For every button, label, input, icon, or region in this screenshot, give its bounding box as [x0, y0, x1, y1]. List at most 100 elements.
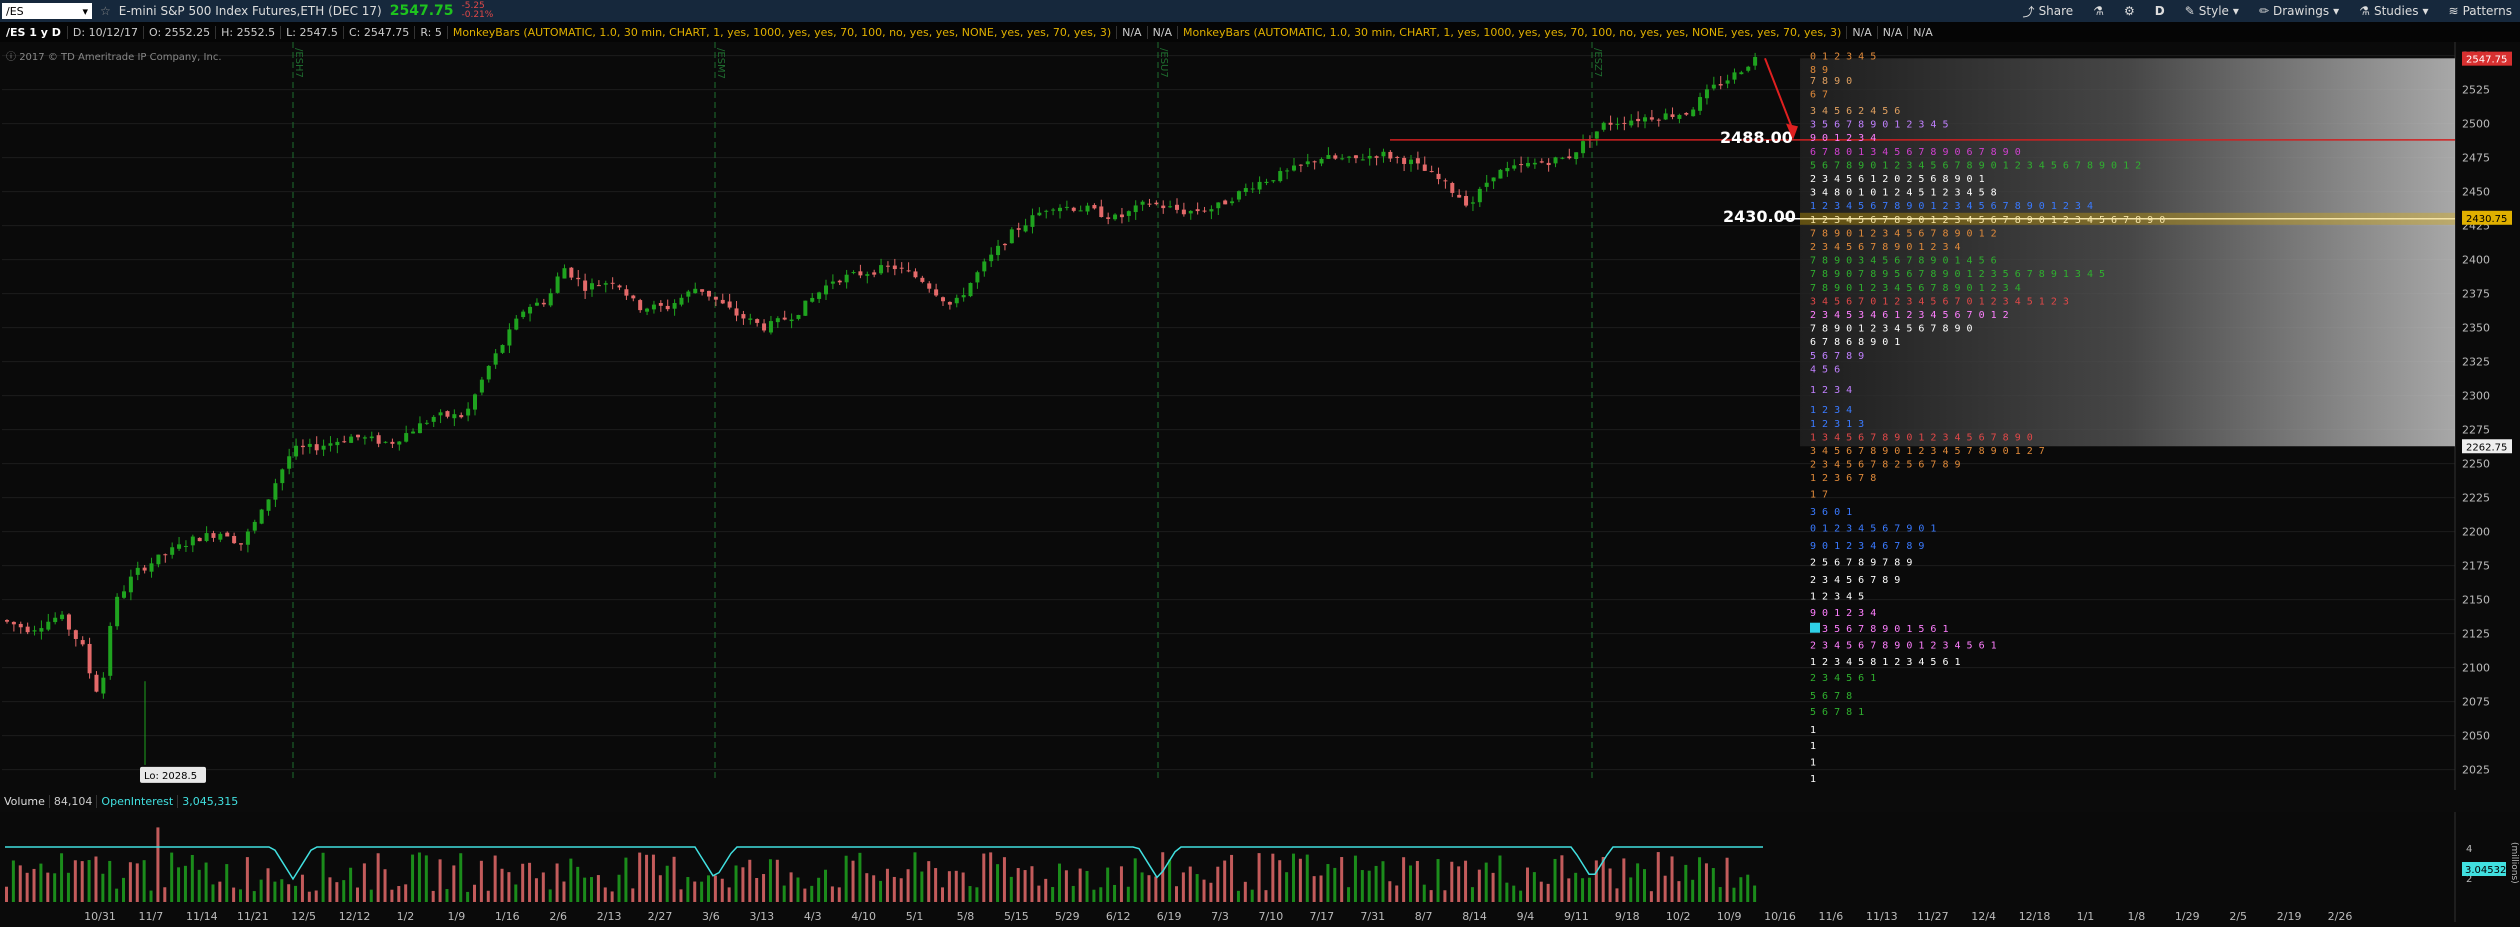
- volume-bar: [603, 887, 607, 902]
- candle-body: [1161, 205, 1166, 209]
- volume-bar: [672, 856, 676, 902]
- patterns-button[interactable]: ≋ Patterns: [2449, 4, 2513, 18]
- style-button[interactable]: ✎ Style ▾: [2185, 4, 2239, 18]
- candle-body: [1051, 209, 1056, 211]
- tpo-row: 2 3 4 5 6 7 8 9 0 1 2 3 4 5 6 1: [1810, 640, 1997, 651]
- candle-body: [810, 297, 815, 302]
- candle-body: [177, 544, 182, 549]
- tpo-row: 0 1 2 3 4 5: [1810, 52, 1876, 63]
- tpo-row: 3 6 0 1: [1810, 507, 1852, 518]
- candle-body: [349, 436, 354, 443]
- candle-body: [94, 674, 99, 692]
- volume-bar: [101, 873, 105, 902]
- volume-bar: [438, 859, 442, 902]
- symbol-selector[interactable]: /ES ▾: [2, 3, 92, 19]
- candle-body: [1236, 191, 1241, 200]
- volume-bar: [989, 852, 993, 902]
- volume-bar: [1656, 852, 1660, 902]
- volume-bar: [720, 878, 724, 902]
- candle-body: [163, 554, 168, 556]
- drawings-button[interactable]: ✏ Drawings ▾: [2259, 4, 2339, 18]
- volume-bar: [1622, 858, 1626, 902]
- x-tick-label: 5/15: [1004, 910, 1029, 923]
- volume-bar: [25, 872, 29, 902]
- candle-body: [1388, 151, 1393, 159]
- x-tick-label: 2/19: [2277, 910, 2302, 923]
- volume-bar: [197, 869, 201, 902]
- volume-bar: [1594, 860, 1598, 902]
- studies-button[interactable]: ⚗ Studies ▾: [2359, 4, 2428, 18]
- volume-bar: [225, 864, 229, 902]
- volume-bar: [645, 854, 649, 902]
- candle-body: [1677, 114, 1682, 119]
- volume-bar: [1243, 881, 1247, 902]
- candle-body: [493, 353, 498, 365]
- candle-body: [734, 308, 739, 316]
- volume-bar: [1457, 866, 1461, 902]
- price-chart[interactable]: 2025205020752100212521502175220022252250…: [0, 42, 2520, 927]
- info-open: O: 2552.25: [142, 25, 215, 39]
- share-button[interactable]: ⤴ Share: [2023, 3, 2074, 20]
- volume-bar: [294, 885, 298, 902]
- volume-bar: [473, 884, 476, 902]
- tpo-row: 2 3 4 5 6 1 2 0 2 5 6 8 9 0 1: [1810, 174, 1985, 185]
- candle-body: [562, 268, 567, 279]
- volume-label[interactable]: Volume: [4, 794, 45, 808]
- settings-button[interactable]: ⚙: [2124, 4, 2135, 18]
- candle-body: [183, 545, 188, 547]
- arrow-line: [1764, 57, 1794, 131]
- candle-body: [548, 293, 553, 306]
- tpo-row: 7 8 9 0 1 2 3 4 5 6 7 8 9 0 1 2: [1810, 228, 1997, 239]
- volume-bar: [631, 888, 635, 902]
- candle-body: [1168, 206, 1173, 208]
- lo-callout: Lo: 2028.5: [144, 771, 197, 782]
- candle-body: [693, 288, 698, 294]
- volume-bar: [1402, 857, 1406, 902]
- candle-body: [672, 303, 677, 309]
- price-tick-label: 2500: [2462, 118, 2490, 131]
- volume-bar: [507, 872, 511, 902]
- style-icon: ✎: [2184, 4, 2195, 18]
- volume-bar: [858, 852, 862, 902]
- volume-bar: [1058, 863, 1061, 902]
- x-tick-label: 7/3: [1211, 910, 1229, 923]
- volume-bar: [1470, 887, 1474, 902]
- price-tick-label: 2525: [2462, 84, 2490, 97]
- candle-body: [142, 567, 147, 571]
- candle-body: [1629, 120, 1634, 126]
- study-monkeybars-2[interactable]: MonkeyBars (AUTOMATIC, 1.0, 30 min, CHAR…: [1177, 25, 1846, 39]
- tpo-row: 1 2 3 4 5 6 7 8 9 0 1 2 3 4 5 6 7 8 9 0 …: [1810, 201, 2093, 212]
- candle-body: [1429, 171, 1434, 173]
- candle-body: [610, 282, 615, 284]
- volume-bar: [383, 869, 387, 902]
- candle-body: [1402, 157, 1407, 164]
- open-interest-label[interactable]: OpenInterest: [96, 794, 177, 808]
- symbol-value: /ES: [6, 4, 24, 18]
- volume-bar: [486, 890, 490, 902]
- expiry-label: /ESU7: [1158, 48, 1169, 78]
- candle-body: [1209, 209, 1214, 212]
- x-tick-label: 2/26: [2328, 910, 2353, 923]
- flask-button[interactable]: ⚗: [2093, 4, 2104, 18]
- level-label-2430: 2430.00: [1723, 207, 1796, 226]
- period-button[interactable]: D: [2155, 4, 2165, 18]
- candle-body: [1512, 165, 1517, 169]
- candle-body: [135, 567, 140, 575]
- volume-bar: [679, 889, 683, 902]
- volume-bar: [190, 854, 194, 902]
- candle-body: [190, 536, 195, 546]
- volume-bar: [170, 852, 174, 902]
- volume-bar: [892, 876, 896, 902]
- volume-bar: [390, 889, 394, 902]
- volume-bar: [87, 860, 91, 902]
- candle-body: [1099, 206, 1104, 218]
- volume-bar: [968, 886, 972, 902]
- gear-icon: ⚙: [2123, 4, 2135, 18]
- study-monkeybars-1[interactable]: MonkeyBars (AUTOMATIC, 1.0, 30 min, CHAR…: [446, 25, 1116, 39]
- candle-body: [218, 533, 223, 540]
- star-icon[interactable]: ☆: [100, 4, 111, 18]
- volume-bar: [232, 887, 236, 902]
- candle-body: [569, 267, 574, 278]
- candle-body: [115, 596, 120, 627]
- chart-symbol-period[interactable]: /ES 1 y D: [6, 25, 61, 39]
